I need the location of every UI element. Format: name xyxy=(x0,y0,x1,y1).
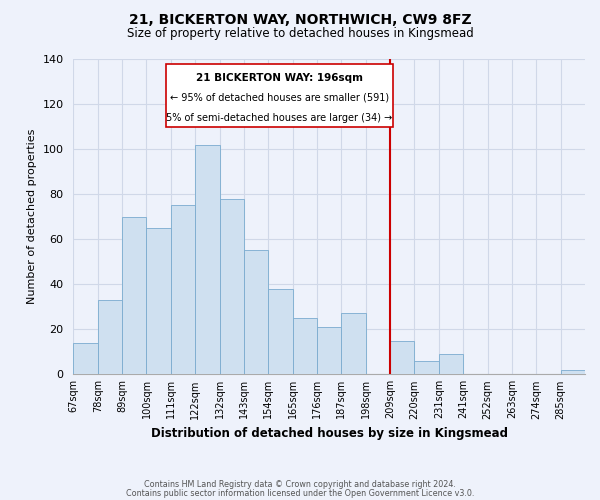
Bar xyxy=(390,340,415,374)
Text: Size of property relative to detached houses in Kingsmead: Size of property relative to detached ho… xyxy=(127,28,473,40)
Text: 21, BICKERTON WAY, NORTHWICH, CW9 8FZ: 21, BICKERTON WAY, NORTHWICH, CW9 8FZ xyxy=(128,12,472,26)
Bar xyxy=(560,370,585,374)
Bar xyxy=(415,361,439,374)
Text: ← 95% of detached houses are smaller (591): ← 95% of detached houses are smaller (59… xyxy=(170,93,389,103)
Bar xyxy=(122,216,146,374)
Bar xyxy=(146,228,171,374)
Bar xyxy=(98,300,122,374)
Bar xyxy=(220,198,244,374)
Bar xyxy=(268,288,293,374)
Bar xyxy=(439,354,463,374)
Bar xyxy=(317,327,341,374)
Bar xyxy=(73,343,98,374)
Bar xyxy=(171,206,195,374)
Y-axis label: Number of detached properties: Number of detached properties xyxy=(27,129,37,304)
Text: 5% of semi-detached houses are larger (34) →: 5% of semi-detached houses are larger (3… xyxy=(166,113,392,123)
X-axis label: Distribution of detached houses by size in Kingsmead: Distribution of detached houses by size … xyxy=(151,427,508,440)
Text: Contains public sector information licensed under the Open Government Licence v3: Contains public sector information licen… xyxy=(126,488,474,498)
FancyBboxPatch shape xyxy=(166,64,392,126)
Bar xyxy=(195,144,220,374)
Text: 21 BICKERTON WAY: 196sqm: 21 BICKERTON WAY: 196sqm xyxy=(196,72,363,83)
Text: Contains HM Land Registry data © Crown copyright and database right 2024.: Contains HM Land Registry data © Crown c… xyxy=(144,480,456,489)
Bar xyxy=(244,250,268,374)
Bar xyxy=(341,314,366,374)
Bar xyxy=(293,318,317,374)
